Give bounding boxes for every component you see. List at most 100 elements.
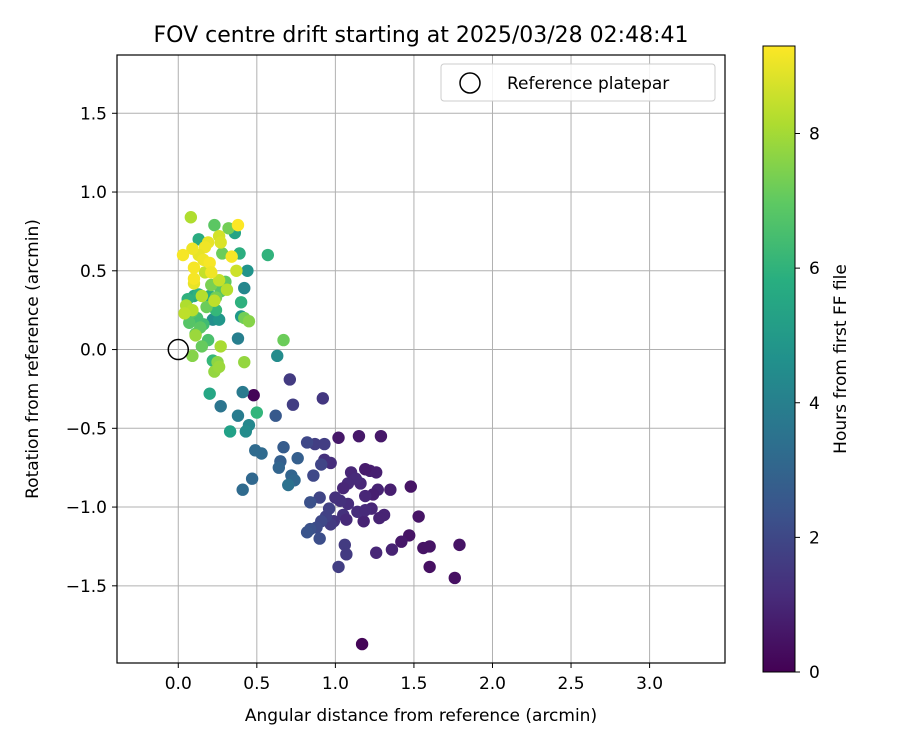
y-tick-label: 0.5 (80, 262, 107, 282)
data-point (338, 538, 352, 552)
y-axis-label: Rotation from reference (arcmin) (23, 219, 43, 499)
data-point (355, 637, 369, 651)
data-point (318, 437, 331, 451)
y-axis-ticks: −1.5 −1.0 −0.5 0.0 0.5 1.0 1.5 (66, 104, 117, 597)
data-point (373, 511, 386, 525)
data-point (245, 472, 259, 485)
data-point (225, 250, 238, 263)
colorbar: 0 2 4 6 8 Hours from first FF file (762, 45, 851, 683)
data-point (203, 256, 216, 270)
x-tick-label: 2.5 (558, 674, 585, 694)
colorbar-tick-label: 2 (809, 528, 820, 548)
data-point (272, 461, 286, 474)
y-tick-label: 1.0 (80, 183, 107, 203)
colorbar-tick-label: 0 (809, 663, 820, 683)
data-point (223, 425, 237, 438)
data-point (340, 548, 353, 561)
data-point (370, 546, 383, 559)
x-tick-label: 1.5 (400, 674, 427, 694)
data-point (231, 332, 245, 345)
data-point (247, 389, 260, 402)
data-point (187, 261, 201, 274)
data-point (385, 543, 399, 556)
data-point (340, 513, 353, 526)
data-point (214, 400, 227, 413)
data-point (404, 480, 417, 493)
data-point (304, 496, 317, 509)
data-point (359, 463, 372, 476)
colorbar-tick-label: 4 (809, 394, 820, 414)
data-point (222, 222, 235, 235)
colorbar-label: Hours from first FF file (831, 264, 851, 454)
colorbar-gradient (762, 45, 796, 673)
data-point (313, 532, 326, 545)
data-point (236, 385, 249, 399)
data-point (423, 560, 436, 574)
x-tick-label: 2.0 (479, 674, 506, 694)
data-point (214, 340, 227, 353)
data-point (286, 398, 300, 411)
data-point (189, 329, 202, 342)
data-point (216, 247, 229, 260)
data-point (374, 429, 388, 443)
plot-frame (116, 54, 726, 664)
data-point (316, 392, 330, 405)
data-point (249, 444, 262, 457)
data-point (183, 316, 196, 329)
data-point (241, 264, 254, 277)
data-point (187, 272, 201, 285)
data-point (195, 340, 209, 353)
data-point (332, 560, 345, 574)
data-point (384, 483, 397, 496)
data-point (332, 431, 345, 444)
data-point (291, 452, 304, 465)
data-point (448, 571, 461, 585)
y-tick-label: −1.5 (66, 577, 107, 597)
data-point (395, 535, 408, 548)
data-point (220, 283, 234, 296)
colorbar-tick-label: 8 (809, 125, 820, 145)
data-point (329, 491, 342, 504)
colorbar-tick-label: 6 (809, 259, 820, 279)
data-point (357, 515, 370, 528)
data-point (212, 313, 226, 326)
data-point (359, 504, 372, 517)
y-tick-label: 1.5 (80, 104, 107, 124)
data-point (300, 526, 314, 539)
data-point (208, 294, 221, 307)
data-point (242, 314, 256, 328)
data-point (195, 289, 209, 303)
data-point (209, 303, 223, 317)
data-point (307, 469, 320, 482)
chart-title: FOV centre drift starting at 2025/03/28 … (154, 23, 689, 48)
data-point (277, 333, 290, 347)
data-point (322, 502, 336, 515)
data-points (176, 211, 466, 651)
data-point (277, 441, 290, 454)
data-point (208, 218, 221, 232)
data-point (231, 409, 245, 422)
data-point (203, 387, 216, 400)
y-tick-label: −0.5 (66, 419, 107, 439)
x-tick-label: 1.0 (322, 674, 349, 694)
data-point (359, 489, 372, 503)
reference-platepar-marker (167, 338, 190, 361)
data-point (269, 409, 282, 422)
x-tick-label: 0.5 (243, 674, 270, 694)
data-point (205, 266, 218, 279)
data-point (271, 349, 284, 363)
data-point (239, 425, 253, 438)
data-point (261, 248, 275, 262)
y-tick-label: 0.0 (80, 341, 107, 361)
data-point (282, 478, 295, 492)
data-point (234, 296, 248, 309)
colorbar-ticks: 0 2 4 6 8 (795, 125, 820, 683)
data-point (186, 349, 199, 363)
legend-box (440, 63, 716, 102)
data-point (212, 274, 226, 287)
data-point (236, 483, 249, 496)
data-point (184, 211, 198, 224)
data-point (238, 281, 251, 295)
